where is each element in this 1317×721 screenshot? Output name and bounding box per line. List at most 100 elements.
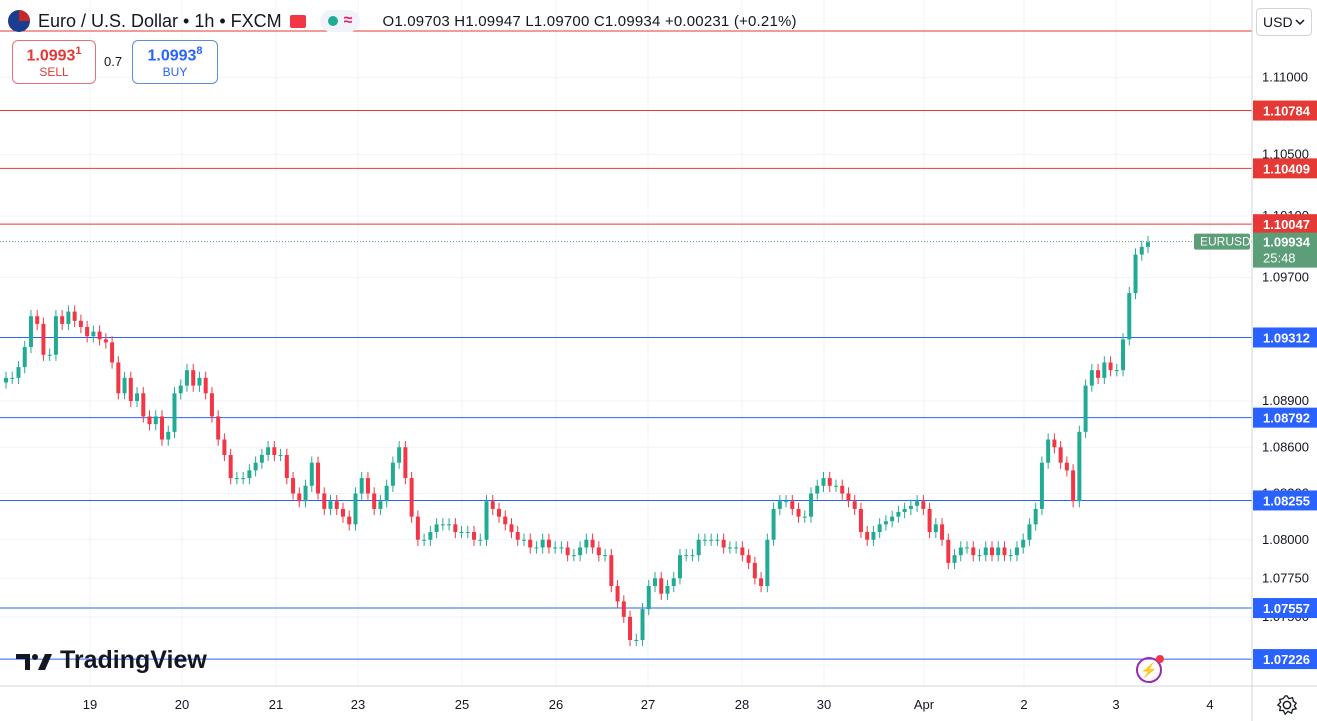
resistance-level-tag-label: 1.10784 (1263, 104, 1311, 119)
candle-down (228, 454, 233, 479)
logo-text: TradingView (60, 646, 207, 674)
resistance-level-tag (1253, 158, 1317, 179)
candle-down (628, 616, 633, 640)
candle-down (565, 547, 570, 556)
x-tick-label: 20 (175, 697, 189, 712)
candle-up (640, 609, 645, 640)
candle-up (896, 512, 901, 517)
candle-down (60, 316, 65, 324)
support-level-tag (1253, 407, 1317, 428)
alert-bolt-icon[interactable]: ⚡ (1136, 655, 1164, 683)
symbol-title[interactable]: Euro / U.S. Dollar • 1h • FXCM (38, 10, 282, 31)
status-pills[interactable]: ≈ (319, 10, 361, 32)
candle-up (465, 532, 470, 534)
candle-down (827, 478, 832, 486)
candle-up (702, 539, 707, 541)
candle-up (478, 539, 483, 541)
x-tick-label: 23 (351, 697, 365, 712)
candle-down (503, 516, 508, 525)
buy-price: 1.0993 (147, 47, 197, 65)
candle-down (1002, 547, 1007, 556)
candle-down (528, 539, 533, 548)
horizontal-levels (0, 30, 1252, 660)
candle-up (715, 539, 720, 541)
candle-down (609, 555, 614, 586)
candle-up (328, 501, 333, 509)
candle-down (222, 439, 227, 455)
support-level-tag-label: 1.08255 (1263, 493, 1310, 508)
candle-up (384, 485, 389, 502)
candle-up (802, 516, 807, 518)
resistance-level-tag (1253, 214, 1317, 235)
candle-down (35, 316, 40, 324)
candle-up (996, 547, 1001, 556)
candle-down (147, 416, 152, 425)
buy-button[interactable]: 1.09938 BUY (132, 40, 218, 84)
candle-down (1064, 462, 1069, 471)
candle-up (821, 478, 826, 486)
support-level-tag (1253, 598, 1317, 619)
candle-up (584, 539, 589, 548)
candle-down (340, 508, 345, 517)
candle-up (553, 547, 558, 549)
candle-down (316, 462, 321, 494)
candle-down (191, 370, 196, 386)
resistance-level-tag (1253, 100, 1317, 121)
candle-down (921, 501, 926, 509)
candle-up (91, 331, 96, 337)
candle-up (877, 524, 882, 533)
candle-up (646, 586, 651, 610)
x-tick-label: Apr (914, 697, 935, 712)
candle-down (1096, 370, 1101, 378)
spread-value: 0.7 (104, 54, 123, 69)
sell-button[interactable]: 1.09931 SELL (12, 40, 96, 84)
candle-up (4, 377, 8, 383)
candle-up (309, 462, 314, 486)
sell-price: 1.0993 (26, 47, 76, 65)
candle-up (833, 485, 838, 487)
candle-up (534, 547, 539, 549)
candle-up (390, 462, 395, 486)
candle-up (709, 539, 714, 541)
x-tick-label: 27 (641, 697, 655, 712)
candle-down (160, 416, 165, 440)
candle-down (72, 311, 77, 321)
candle-up (47, 354, 52, 356)
candle-up (634, 639, 639, 641)
candle-down (721, 539, 726, 548)
candle-up (1021, 539, 1026, 548)
y-tick-label: 1.08600 (1262, 439, 1309, 454)
candle-up (1114, 370, 1119, 372)
support-level-tag-label: 1.08792 (1263, 411, 1310, 426)
candles (4, 236, 1150, 647)
candle-up (434, 524, 439, 533)
candle-up (53, 316, 58, 355)
candle-down (291, 478, 296, 494)
y-tick-label: 1.11000 (1262, 69, 1308, 84)
candle-down (846, 493, 851, 502)
support-level-tag-label: 1.07226 (1263, 652, 1310, 667)
candle-up (259, 454, 264, 463)
candle-down (128, 377, 133, 401)
candle-up (1133, 254, 1138, 294)
candle-up (241, 478, 246, 480)
candle-down (103, 339, 108, 343)
flag-marker-icon[interactable] (289, 14, 306, 28)
candle-up (428, 532, 433, 540)
currency-selector[interactable]: USD (1256, 8, 1312, 36)
candle-up (16, 367, 21, 378)
y-tick-label: 1.09700 (1262, 270, 1309, 285)
gear-icon[interactable] (1276, 694, 1298, 716)
candle-up (22, 347, 27, 368)
candle-up (902, 508, 907, 512)
candle-up (447, 524, 452, 526)
tradingview-logo-icon (16, 653, 52, 670)
chevron-down-icon (1295, 19, 1305, 25)
candle-down (971, 547, 976, 556)
candle-up (559, 547, 564, 549)
candle-up (166, 431, 171, 440)
currency-label: USD (1263, 14, 1293, 30)
support-level-tag-label: 1.07557 (1263, 601, 1310, 616)
candle-down (840, 485, 845, 494)
